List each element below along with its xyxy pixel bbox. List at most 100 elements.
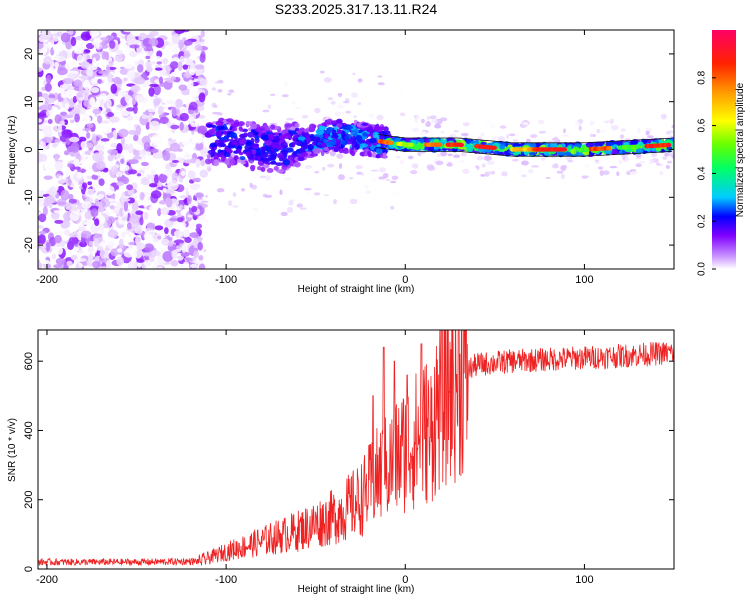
heatmap-cell bbox=[214, 139, 221, 146]
heatmap-cell bbox=[59, 120, 66, 125]
heatmap-cell bbox=[44, 82, 52, 92]
heatmap-cell bbox=[156, 50, 163, 58]
heatmap-cell bbox=[216, 111, 222, 116]
heatmap-cell bbox=[47, 119, 53, 124]
heatmap-cell bbox=[462, 168, 470, 174]
heatmap-cell bbox=[154, 67, 163, 71]
y-tick-label: 200 bbox=[23, 491, 35, 509]
heatmap-cell bbox=[92, 108, 102, 115]
heatmap-cell bbox=[323, 129, 332, 134]
heatmap-cell bbox=[530, 134, 538, 138]
heatmap-cell bbox=[198, 263, 206, 269]
heatmap-cell bbox=[411, 163, 419, 169]
heatmap-cell bbox=[252, 95, 257, 99]
heatmap-cell bbox=[102, 111, 108, 115]
heatmap-cell bbox=[129, 215, 140, 224]
heatmap-cell bbox=[60, 32, 71, 43]
snr-frame bbox=[37, 329, 675, 570]
heatmap-cell bbox=[280, 211, 288, 217]
heatmap-cell bbox=[506, 134, 510, 140]
heatmap-cell bbox=[53, 210, 63, 214]
heatmap-cell bbox=[546, 140, 555, 143]
heatmap-cell bbox=[197, 125, 208, 136]
heatmap-cell bbox=[213, 153, 219, 161]
heatmap-cell bbox=[528, 168, 534, 174]
heatmap-cell bbox=[38, 243, 47, 250]
heatmap-cell bbox=[594, 141, 603, 147]
heatmap-cell bbox=[183, 154, 195, 158]
heatmap-cell bbox=[143, 141, 151, 152]
heatmap-cell bbox=[54, 160, 64, 171]
heatmap-cell bbox=[326, 163, 335, 168]
heatmap-cell bbox=[635, 153, 642, 158]
heatmap-cell bbox=[372, 151, 377, 158]
heatmap-cell bbox=[286, 207, 294, 213]
heatmap-cell bbox=[377, 75, 383, 78]
heatmap-cell bbox=[123, 201, 129, 212]
heatmap-cell bbox=[520, 174, 527, 178]
heatmap-cell bbox=[39, 259, 50, 265]
heatmap-cell bbox=[179, 121, 184, 131]
heatmap-cell bbox=[371, 178, 376, 182]
heatmap-cell bbox=[92, 152, 103, 162]
heatmap-cell bbox=[96, 223, 105, 231]
heatmap-cell bbox=[167, 30, 172, 36]
heatmap-cell bbox=[101, 120, 110, 124]
heatmap-cell bbox=[609, 118, 614, 125]
heatmap-cell bbox=[499, 144, 506, 150]
heatmap-cell bbox=[205, 194, 209, 198]
figure-title: S233.2025.317.13.11.R24 bbox=[275, 1, 438, 17]
heatmap-cell bbox=[161, 66, 166, 76]
y-tick-label: -10 bbox=[23, 189, 35, 205]
heatmap-cell bbox=[260, 167, 266, 172]
heatmap-cell bbox=[283, 132, 291, 140]
heatmap-cell bbox=[376, 114, 384, 121]
heatmap-cell bbox=[390, 180, 397, 184]
heatmap-cell bbox=[38, 112, 47, 118]
heatmap-cell bbox=[239, 156, 246, 161]
heatmap-cell bbox=[460, 132, 469, 137]
heatmap-cell bbox=[368, 138, 377, 144]
heatmap-cell bbox=[136, 259, 145, 263]
heatmap-cell bbox=[92, 57, 97, 67]
heatmap-cell bbox=[429, 115, 437, 120]
heatmap-cell bbox=[251, 149, 256, 155]
heatmap-cell bbox=[94, 198, 100, 204]
heatmap-cell bbox=[55, 257, 67, 266]
heatmap-cell bbox=[299, 207, 307, 210]
heatmap-cell bbox=[142, 115, 149, 120]
heatmap-cell bbox=[194, 44, 203, 52]
heatmap-cell bbox=[44, 160, 55, 172]
heatmap-cell bbox=[183, 229, 190, 238]
heatmap-cell bbox=[124, 63, 134, 69]
heatmap-cell bbox=[118, 128, 129, 138]
heatmap-cell bbox=[158, 173, 168, 184]
heatmap-cell bbox=[157, 105, 164, 116]
heatmap-cell bbox=[301, 114, 309, 119]
heatmap-cell bbox=[303, 188, 312, 191]
heatmap-cell bbox=[585, 141, 594, 148]
heatmap-cell bbox=[89, 96, 96, 107]
snr-x-label: Height of straight line (km) bbox=[298, 584, 415, 595]
heatmap-cell bbox=[86, 142, 94, 149]
heatmap-cell bbox=[243, 132, 248, 137]
heatmap-cell bbox=[367, 150, 372, 158]
heatmap-cell bbox=[430, 119, 438, 124]
snr-series-line bbox=[38, 330, 674, 567]
heatmap-cell bbox=[635, 148, 644, 154]
heatmap-cell bbox=[49, 236, 57, 247]
y-tick-label: 10 bbox=[23, 96, 35, 108]
heatmap-cell bbox=[52, 44, 64, 53]
heatmap-cell bbox=[446, 162, 453, 167]
heatmap-y-label: Frequency (Hz) bbox=[7, 116, 18, 185]
heatmap-cell bbox=[570, 149, 575, 154]
heatmap-cell bbox=[331, 129, 337, 137]
heatmap-cell bbox=[620, 134, 624, 139]
heatmap-cell bbox=[477, 136, 482, 139]
heatmap-cell bbox=[239, 134, 245, 138]
heatmap-cell bbox=[145, 66, 153, 73]
heatmap-cell bbox=[420, 131, 427, 134]
heatmap-cell bbox=[74, 113, 80, 123]
heatmap-cell bbox=[173, 239, 185, 244]
heatmap-cell bbox=[353, 115, 357, 118]
